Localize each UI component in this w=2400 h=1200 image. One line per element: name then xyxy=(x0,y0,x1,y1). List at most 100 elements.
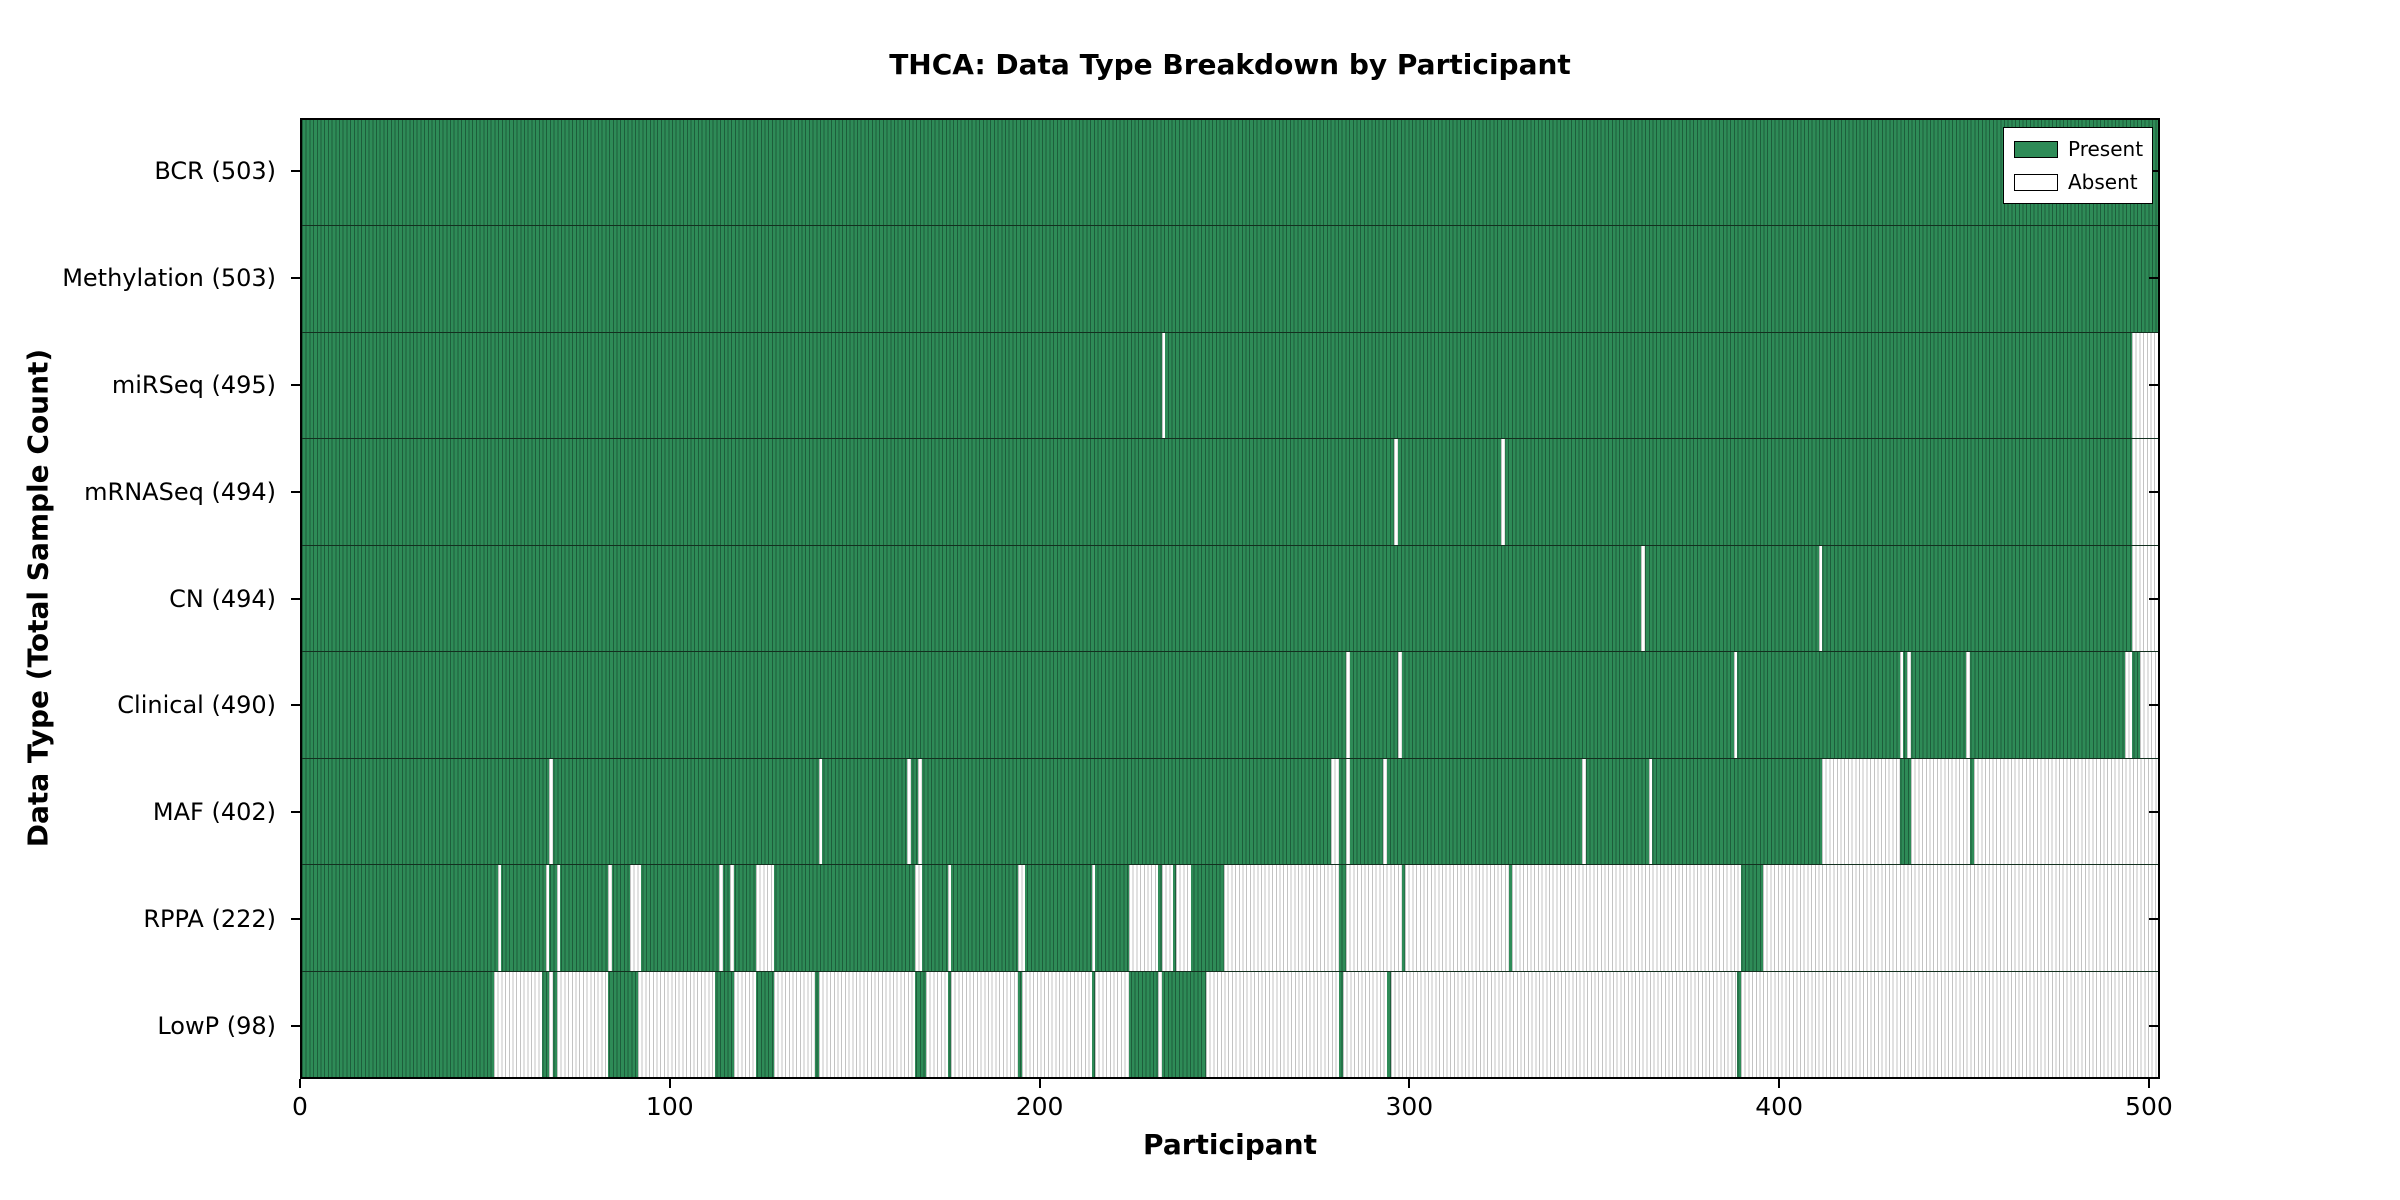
y-tick-mark-right xyxy=(2149,383,2158,386)
legend-label-absent: Absent xyxy=(2068,170,2138,194)
absent-segment xyxy=(951,971,1018,1077)
absent-segment xyxy=(1582,758,1587,865)
y-tick-mark xyxy=(291,383,300,386)
absent-segment xyxy=(947,865,952,971)
y-tick-mark xyxy=(291,490,300,493)
absent-segment xyxy=(1091,865,1096,971)
x-tick-label: 200 xyxy=(1015,1092,1064,1121)
y-axis-labels: BCR (503) Methylation (503) miRSeq (495) mR… xyxy=(0,118,288,1079)
y-tick-mark-right xyxy=(2149,597,2158,600)
absent-segment xyxy=(1161,865,1173,971)
absent-segment xyxy=(1346,652,1350,758)
y-tick-label-bcr: BCR (503) xyxy=(154,157,276,186)
absent-segment xyxy=(2139,652,2158,758)
absent-segment xyxy=(818,758,823,865)
y-tick-mark-right xyxy=(2149,811,2158,814)
y-tick-label-cn: CN (494) xyxy=(169,584,276,613)
absent-segment xyxy=(630,865,642,971)
x-axis-title: Participant xyxy=(1143,1128,1317,1161)
absent-segment xyxy=(1907,652,1911,758)
absent-segment xyxy=(1763,865,2158,971)
absent-segment xyxy=(718,865,723,971)
absent-segment xyxy=(556,971,609,1077)
absent-segment xyxy=(1128,865,1159,971)
y-tick-mark xyxy=(291,704,300,707)
y-tick-label-lowp: LowP (98) xyxy=(157,1011,276,1040)
absent-segment xyxy=(1818,545,1823,652)
row-mrnaseq xyxy=(302,438,2158,545)
legend-label-present: Present xyxy=(2068,137,2144,161)
absent-segment xyxy=(1206,971,1339,1077)
x-tick-label: 0 xyxy=(292,1092,308,1121)
absent-segment xyxy=(608,865,612,971)
absent-segment xyxy=(1973,758,2158,865)
absent-segment xyxy=(1176,865,1192,971)
absent-segment xyxy=(1733,652,1738,758)
absent-segment xyxy=(637,971,716,1077)
absent-segment xyxy=(549,971,553,1077)
y-tick-mark-right xyxy=(2149,917,2158,920)
x-tick-label: 300 xyxy=(1385,1092,1434,1121)
x-tick-mark xyxy=(1778,1079,1781,1088)
absent-segment xyxy=(1158,971,1162,1077)
absent-segment xyxy=(1095,971,1129,1077)
absent-segment xyxy=(493,971,542,1077)
y-tick-mark xyxy=(291,917,300,920)
absent-segment xyxy=(1224,865,1339,971)
absent-segment xyxy=(1822,758,1900,865)
absent-segment xyxy=(1501,439,1505,545)
chart-title: THCA: Data Type Breakdown by Participant xyxy=(889,48,1571,81)
absent-segment xyxy=(1397,652,1402,758)
y-tick-label-rppa: RPPA (222) xyxy=(143,904,276,933)
absent-segment xyxy=(907,758,911,865)
absent-segment xyxy=(1910,758,1970,865)
y-tick-mark-right xyxy=(2149,704,2158,707)
row-mirseq xyxy=(302,331,2158,439)
y-tick-mark-right xyxy=(2149,1024,2158,1027)
absent-segment xyxy=(1966,652,1970,758)
y-tick-mark xyxy=(291,597,300,600)
row-bcr xyxy=(302,120,2158,226)
row-maf xyxy=(302,757,2158,865)
legend: Present Absent xyxy=(2003,127,2153,204)
absent-segment xyxy=(1641,545,1646,652)
absent-segment xyxy=(497,865,502,971)
absent-segment xyxy=(730,865,734,971)
absent-segment xyxy=(1405,865,1509,971)
absent-segment xyxy=(918,758,922,865)
y-tick-mark xyxy=(291,170,300,173)
x-tick-mark xyxy=(1038,1079,1041,1088)
y-tick-mark-right xyxy=(2149,277,2158,280)
x-tick-label: 500 xyxy=(2125,1092,2173,1121)
absent-segment xyxy=(549,758,553,865)
absent-segment xyxy=(925,971,948,1077)
y-tick-mark-right xyxy=(2149,490,2158,493)
absent-segment xyxy=(1021,971,1092,1077)
absent-segment xyxy=(1741,971,2158,1077)
plot-area xyxy=(300,118,2160,1079)
absent-segment xyxy=(755,865,775,971)
x-tick-label: 100 xyxy=(645,1092,694,1121)
absent-segment xyxy=(818,971,915,1077)
absent-segment xyxy=(1017,865,1026,971)
y-tick-mark xyxy=(291,811,300,814)
row-cn xyxy=(302,544,2158,652)
absent-segment xyxy=(1648,758,1653,865)
absent-segment xyxy=(1346,758,1350,865)
absent-segment xyxy=(1342,971,1387,1077)
absent-segment xyxy=(1512,865,1742,971)
absent-segment xyxy=(774,971,815,1077)
row-rppa xyxy=(302,864,2158,971)
row-clinical xyxy=(302,651,2158,758)
y-tick-label-methylation: Methylation (503) xyxy=(62,264,276,293)
y-tick-label-mrnaseq: mRNASeq (494) xyxy=(84,477,276,506)
present-swatch-icon xyxy=(2014,140,2058,158)
absent-segment xyxy=(2124,652,2133,758)
y-tick-label-maf: MAF (402) xyxy=(152,798,276,827)
absent-segment xyxy=(1161,332,1166,439)
y-tick-mark xyxy=(291,277,300,280)
y-tick-label-clinical: Clinical (490) xyxy=(117,691,276,720)
x-tick-mark xyxy=(2147,1079,2150,1088)
absent-swatch-icon xyxy=(2014,173,2058,191)
